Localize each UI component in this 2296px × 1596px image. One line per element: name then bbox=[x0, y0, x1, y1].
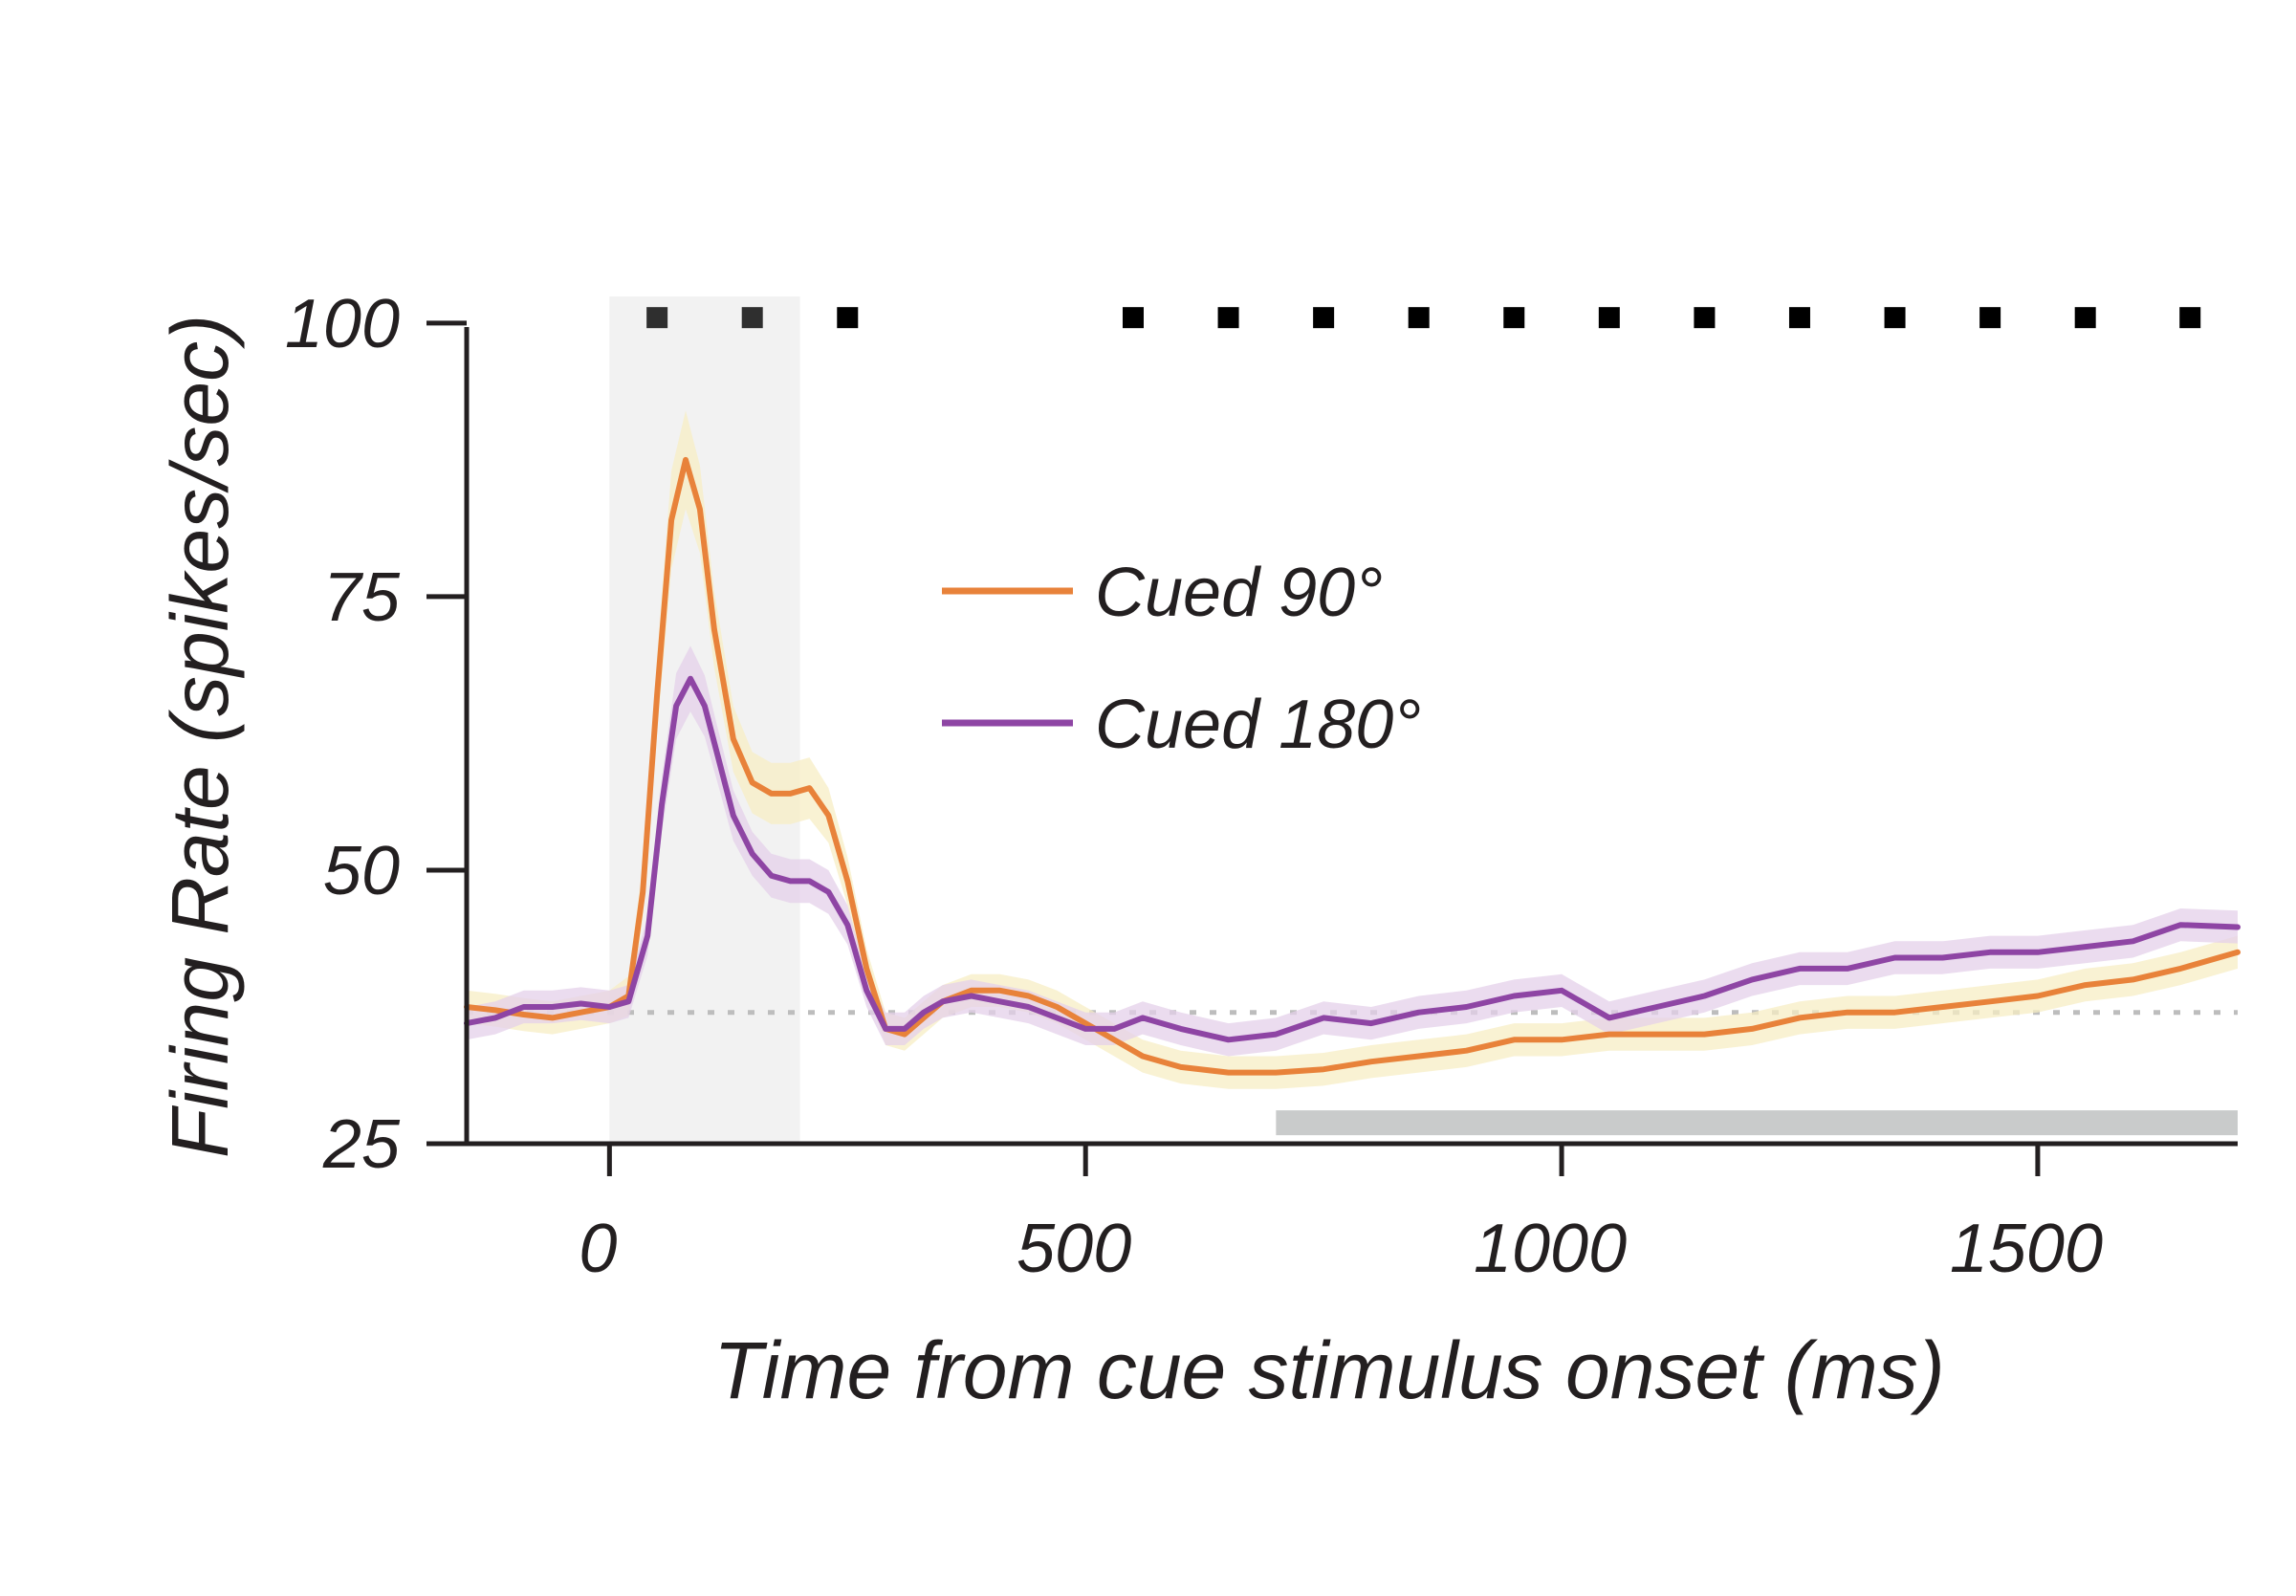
y-tick-label: 75 bbox=[323, 559, 401, 636]
significance-marker bbox=[2179, 307, 2201, 329]
y-tick-label: 50 bbox=[323, 833, 400, 909]
x-tick-label: 500 bbox=[1017, 1211, 1131, 1287]
legend-label-1: Cued 90° bbox=[1095, 555, 1383, 631]
significance-marker bbox=[2074, 307, 2096, 329]
series-line-1 bbox=[464, 456, 2241, 1076]
sustained-period-bar bbox=[1276, 1110, 2238, 1136]
significance-markers bbox=[646, 307, 2201, 329]
significance-marker bbox=[1408, 307, 1430, 329]
significance-marker bbox=[741, 307, 763, 329]
x-tick-label: 1500 bbox=[1950, 1211, 2103, 1287]
y-axis-title: Firing Rate (spikes/sec) bbox=[155, 315, 245, 1158]
significance-marker bbox=[1598, 307, 1620, 329]
series-lines bbox=[464, 456, 2241, 1076]
significance-marker bbox=[1694, 307, 1716, 329]
x-axis-title: Time from cue stimulus onset (ms) bbox=[713, 1325, 1945, 1415]
significance-marker bbox=[1979, 307, 2001, 329]
legend: Cued 90° Cued 180° bbox=[942, 555, 1421, 763]
significance-marker bbox=[837, 307, 859, 329]
legend-label-2: Cued 180° bbox=[1095, 687, 1421, 763]
significance-marker bbox=[1788, 307, 1810, 329]
significance-marker bbox=[1884, 307, 1906, 329]
series-line-2 bbox=[464, 675, 2241, 1043]
significance-marker bbox=[1503, 307, 1525, 329]
significance-marker bbox=[1217, 307, 1239, 329]
x-tick-label: 1000 bbox=[1474, 1211, 1627, 1287]
x-tick-label: 0 bbox=[579, 1211, 617, 1287]
confidence-bands bbox=[467, 410, 2238, 1089]
series-band-2 bbox=[467, 645, 2238, 1057]
y-tick-label: 100 bbox=[285, 286, 400, 362]
y-tick-label: 25 bbox=[322, 1106, 401, 1183]
significance-marker bbox=[646, 307, 668, 329]
significance-marker bbox=[1122, 307, 1144, 329]
significance-marker bbox=[1313, 307, 1335, 329]
